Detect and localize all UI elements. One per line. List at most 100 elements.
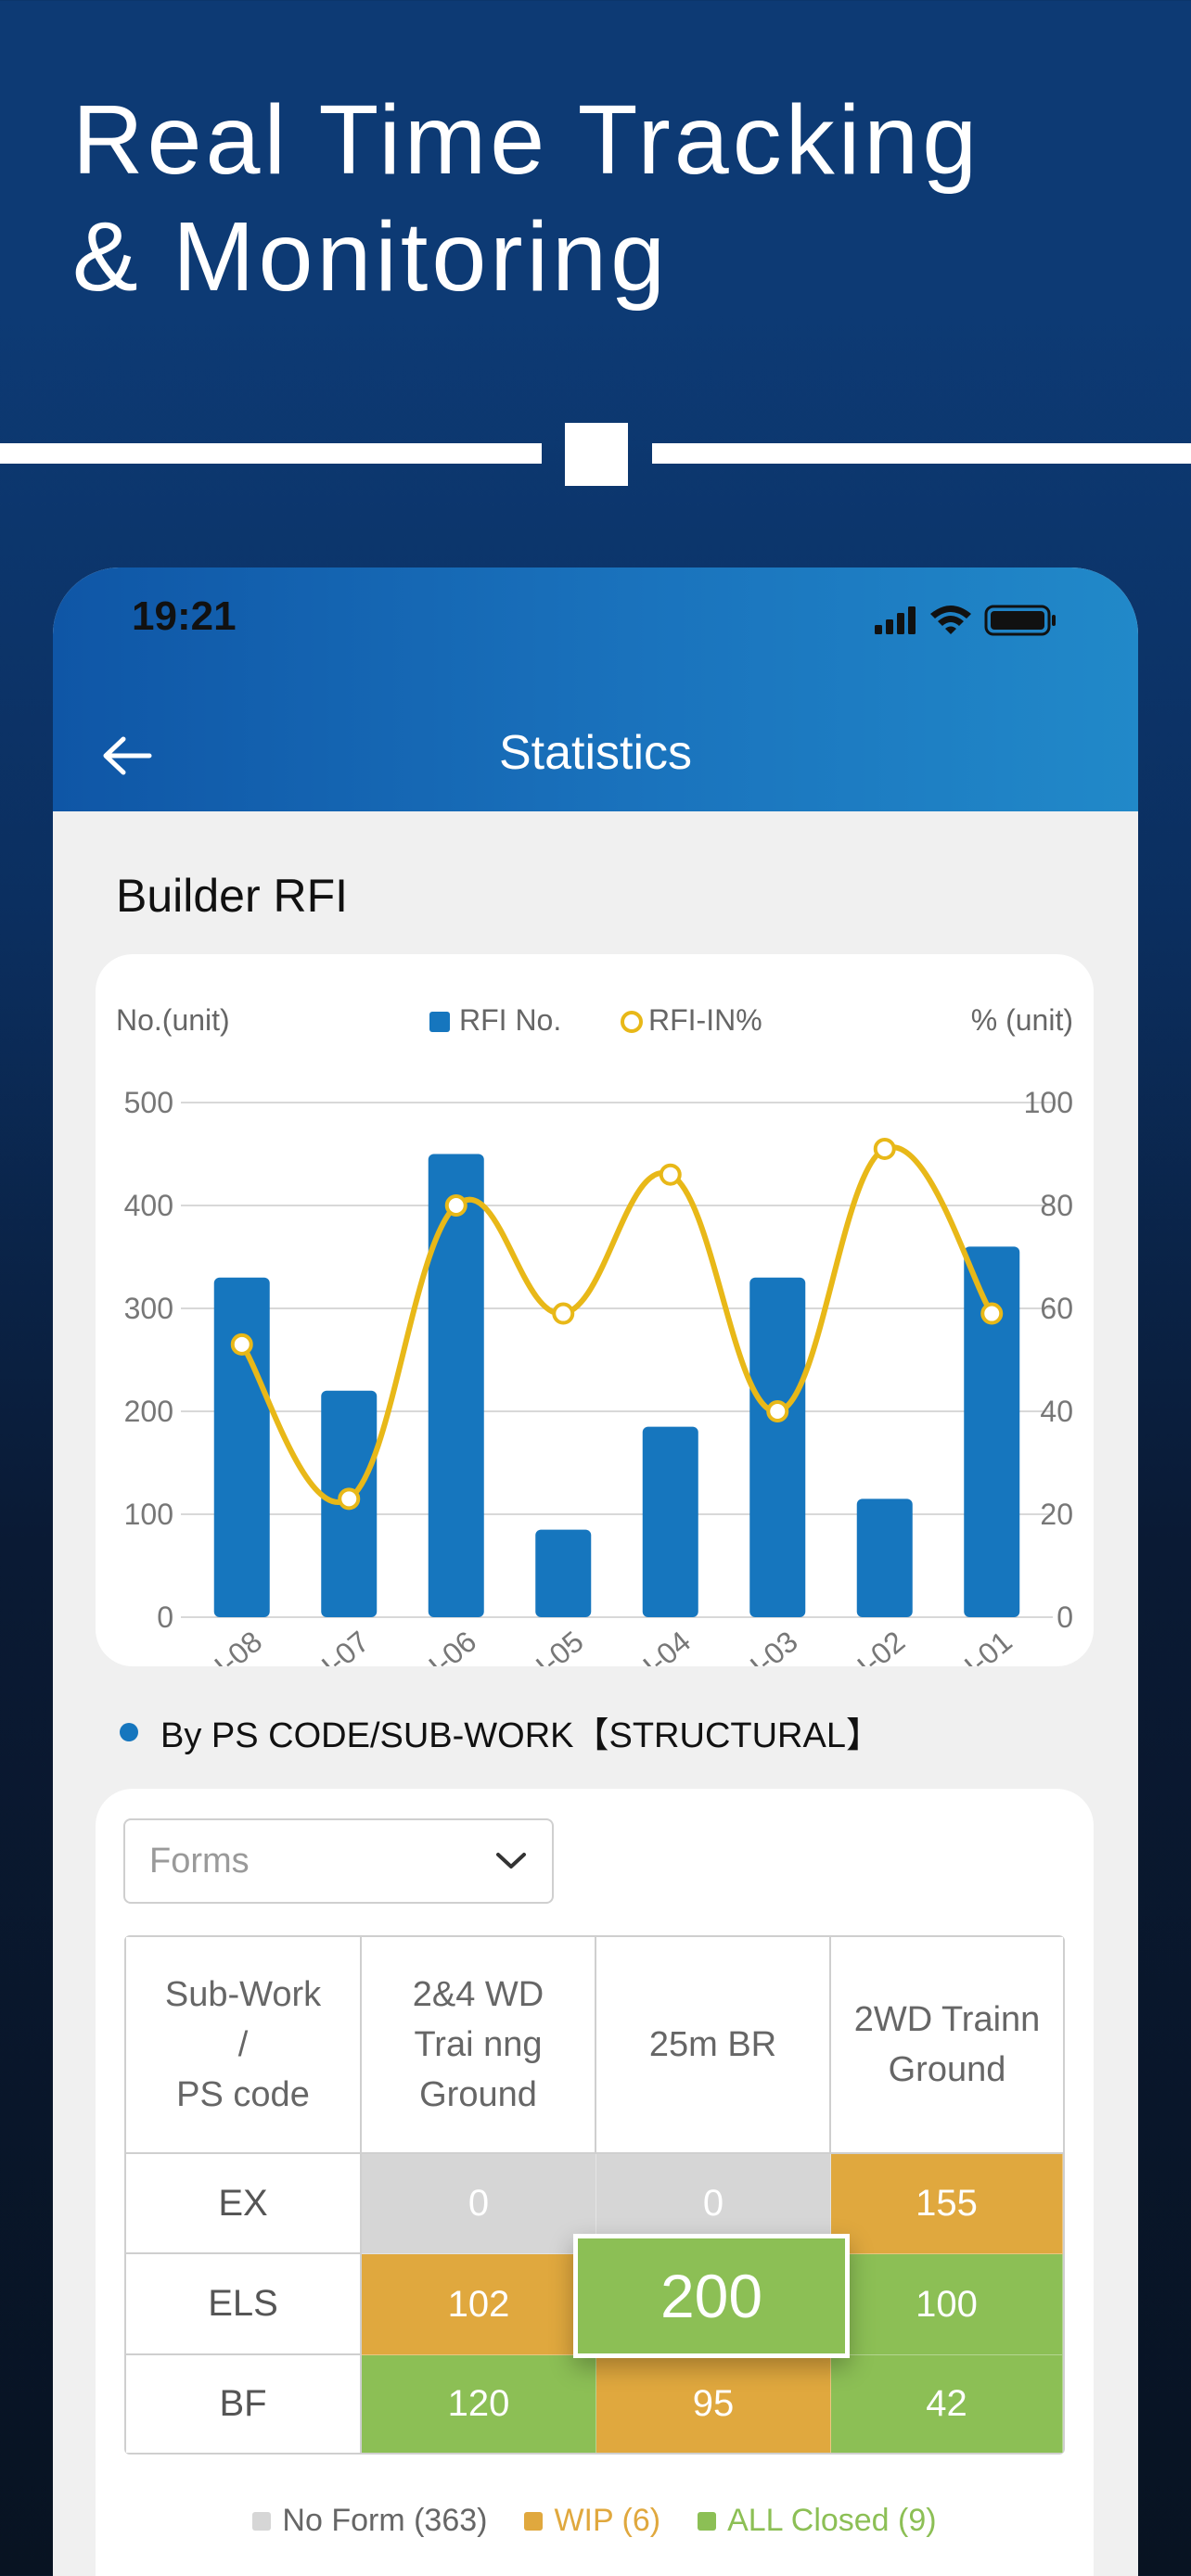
forms-select[interactable]: Forms (123, 1818, 554, 1904)
legend-line-swatch (621, 1011, 643, 1033)
chart-card: No.(unit) % (unit) RFI No. RFI-IN% 0 0 100… (96, 954, 1094, 1666)
y-tick-label: 400 (124, 1189, 173, 1222)
line-point (766, 1400, 789, 1422)
x-tick-label: SH-07 (289, 1625, 376, 1666)
legend-closed-label: ALL Closed (9) (727, 2503, 937, 2538)
y2-tick-label: 20 (1040, 1498, 1073, 1531)
legend-wip: WIP (6) (524, 2503, 660, 2539)
legend-bar-label: RFI No. (459, 1003, 561, 1037)
column-header-line: Ground (888, 2050, 1006, 2089)
column-header: 25m BR (596, 1937, 831, 2154)
promo-headline: Real Time Tracking & Monitoring (72, 82, 980, 315)
table-cell[interactable]: 95 (596, 2355, 831, 2453)
table-cell[interactable]: 120 (362, 2355, 596, 2453)
y-tick-label: 500 (124, 1086, 173, 1119)
x-tick-label: SH-01 (932, 1625, 1018, 1666)
bar (535, 1529, 592, 1617)
corner-header-line: Sub-Work (164, 1975, 322, 2014)
row-label: ELS (126, 2254, 362, 2355)
x-tick-label: SH-08 (183, 1625, 269, 1666)
y-tick-label: 0 (157, 1600, 173, 1634)
bar (213, 1277, 270, 1617)
x-tick-label: SH-04 (611, 1625, 698, 1666)
y-tick-label: 100 (124, 1498, 173, 1531)
line-point (659, 1163, 682, 1186)
bullet-dot (120, 1722, 138, 1741)
table-cell[interactable]: 102 (362, 2254, 596, 2355)
right-axis-label: % (unit) (971, 1003, 1073, 1037)
x-tick-label: SH-03 (718, 1625, 804, 1666)
column-header-line: 2&4 WD (412, 1975, 544, 2014)
status-table: Sub-Work / PS code 2&4 WD Trai nng Groun… (124, 1935, 1065, 2455)
column-header: 2&4 WD Trai nng Ground (362, 1937, 596, 2154)
status-icons (875, 605, 1056, 636)
legend-closed: ALL Closed (9) (698, 2503, 937, 2539)
x-tick-label: SH-06 (397, 1625, 483, 1666)
row-label: EX (126, 2154, 362, 2254)
table-cell[interactable]: 0 (362, 2154, 596, 2254)
ps-section-heading: By PS CODE/SUB-WORK【STRUCTURAL】 (120, 1706, 881, 1757)
divider-left (0, 443, 542, 464)
corner-header-line: PS code (176, 2075, 310, 2114)
legend-wip-label: WIP (6) (554, 2503, 661, 2538)
legend-swatch-orange (524, 2511, 544, 2531)
corner-header: Sub-Work / PS code (126, 1937, 362, 2154)
status-legend: No Form (363) WIP (6) ALL Closed (9) (96, 2503, 1094, 2539)
line-point (980, 1302, 1004, 1325)
app-bar: 19:21 Statistics (53, 567, 1138, 811)
divider-square (565, 423, 628, 486)
screen-title: Statistics (498, 726, 693, 780)
line-point (338, 1487, 361, 1511)
bar (856, 1498, 913, 1617)
arrow-left-icon (103, 736, 152, 775)
x-tick-label: SH-02 (826, 1625, 912, 1666)
chevron-down-icon (496, 1853, 526, 1868)
divider-right (652, 443, 1191, 464)
ps-section-title: By PS CODE/SUB-WORK【STRUCTURAL】 (160, 1716, 881, 1755)
y2-tick-label: 100 (1024, 1086, 1073, 1119)
chart-legend: RFI No. RFI-IN% (429, 1003, 762, 1037)
wifi-icon (930, 606, 971, 634)
column-header-line: 2WD Trainn (853, 2000, 1041, 2039)
column-header-line: 25m BR (648, 2025, 777, 2064)
y-tick-label: 200 (124, 1395, 173, 1428)
y2-tick-label: 60 (1040, 1292, 1073, 1325)
forms-select-value: Forms (149, 1841, 250, 1881)
back-button[interactable] (90, 723, 164, 788)
highlighted-cell[interactable]: 200 (573, 2234, 850, 2358)
headline-line-1: Real Time Tracking (72, 85, 981, 195)
column-header: 2WD Trainn Ground (831, 1937, 1063, 2154)
headline-line-2: & Monitoring (72, 202, 670, 312)
line-point (873, 1137, 896, 1160)
line-point (444, 1194, 467, 1217)
y2-tick-label: 80 (1040, 1189, 1073, 1222)
legend-bar-swatch (429, 1012, 450, 1032)
bar (642, 1426, 698, 1617)
table-card: Forms Sub-Work / PS code 2&4 WD Trai nng… (96, 1789, 1094, 2576)
y-tick-label: 300 (124, 1292, 173, 1325)
y2-tick-label: 40 (1040, 1395, 1073, 1428)
status-time: 19:21 (132, 593, 237, 639)
legend-no-form-label: No Form (363) (282, 2503, 488, 2538)
bar (749, 1277, 806, 1617)
table-cell[interactable]: 100 (831, 2254, 1063, 2355)
table-cell[interactable]: 155 (831, 2154, 1063, 2254)
legend-line-label: RFI-IN% (648, 1003, 762, 1037)
rfi-in-line (239, 1144, 994, 1505)
legend-swatch-gray (252, 2511, 272, 2531)
bar (428, 1154, 484, 1617)
line-point (230, 1333, 253, 1356)
y2-tick-label: 0 (1057, 1600, 1073, 1634)
legend-swatch-green (698, 2511, 717, 2531)
column-header-line: Trai nng (414, 2025, 543, 2064)
table-cell[interactable]: 42 (831, 2355, 1063, 2453)
x-tick-label: SH-05 (504, 1625, 590, 1666)
section-title: Builder RFI (116, 870, 349, 922)
bar (964, 1246, 1020, 1617)
corner-header-line: / (237, 2025, 249, 2064)
cellular-signal-icon (875, 606, 916, 634)
left-axis-label: No.(unit) (116, 1003, 230, 1037)
rfi-chart: No.(unit) % (unit) RFI No. RFI-IN% 0 0 100… (116, 1003, 1073, 1666)
line-point (552, 1302, 575, 1325)
row-label: BF (126, 2355, 362, 2453)
